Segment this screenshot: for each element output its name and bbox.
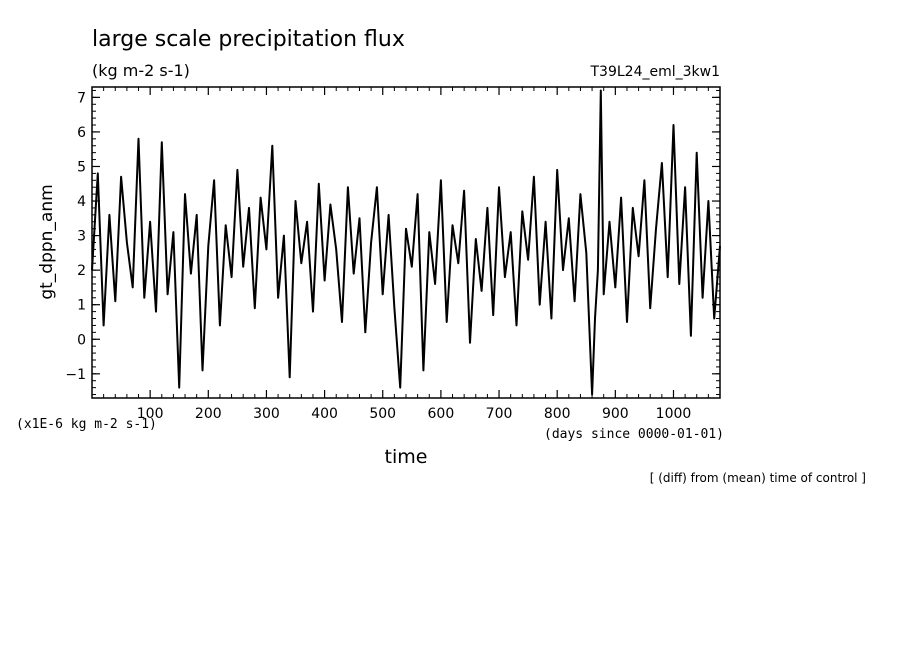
x-tick-label: 100 (137, 406, 164, 422)
footnote: [ (diff) from (mean) time of control ] (650, 471, 866, 485)
chart-title: large scale precipitation flux (92, 27, 405, 52)
axis-ticks (92, 87, 720, 398)
y-tick-labels: −1 0 1 2 3 4 5 6 7 (65, 90, 86, 382)
x-units-note: (days since 0000-01-01) (544, 427, 724, 442)
x-tick-label: 1000 (656, 406, 692, 422)
y-tick-label: 3 (77, 229, 86, 245)
x-tick-label: 300 (253, 406, 280, 422)
y-scale-note: (x1E-6 kg m-2 s-1) (16, 417, 157, 432)
x-tick-label: 800 (544, 406, 571, 422)
y-tick-label: 2 (77, 263, 86, 279)
y-tick-label: 0 (77, 332, 86, 348)
y-tick-label: 5 (77, 159, 86, 175)
plot-frame (91, 86, 721, 399)
run-label: T39L24_eml_3kw1 (590, 64, 721, 80)
y-tick-label: −1 (65, 367, 86, 383)
x-tick-labels: 100 200 300 400 500 600 700 800 900 1000 (137, 406, 692, 422)
x-tick-label: 400 (311, 406, 338, 422)
units-label: (kg m-2 s-1) (92, 61, 190, 80)
y-tick-label: 4 (77, 194, 86, 210)
y-tick-label: 7 (77, 90, 86, 106)
x-axis-label: time (385, 446, 428, 468)
y-tick-label: 1 (77, 298, 86, 314)
x-tick-label: 600 (428, 406, 455, 422)
y-axis-label: gt_dppn_anm (37, 184, 57, 299)
x-tick-label: 700 (486, 406, 513, 422)
x-tick-label: 900 (602, 406, 629, 422)
series-line-gt-dppn-anm (91, 89, 721, 396)
x-tick-label: 200 (195, 406, 222, 422)
y-tick-label: 6 (77, 125, 86, 141)
x-tick-label: 500 (369, 406, 396, 422)
